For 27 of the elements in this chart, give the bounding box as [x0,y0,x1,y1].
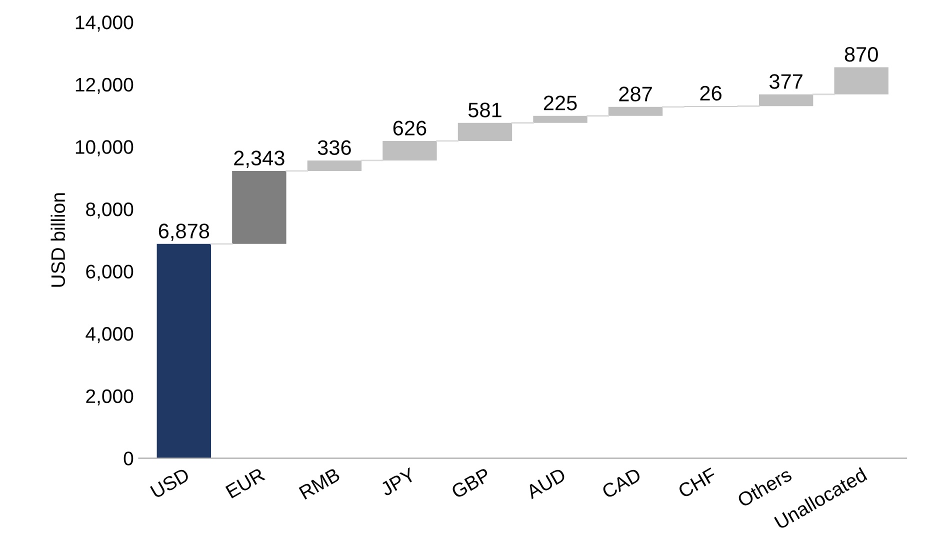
x-tick-label: AUD [525,468,567,500]
y-tick-label: 4,000 [86,327,134,344]
y-tick-label: 12,000 [76,78,134,94]
data-label: 6,878 [158,224,210,241]
x-tick-label: RMB [298,468,341,500]
x-tick-label: GBP [450,467,492,499]
x-tick-label: USD [150,467,190,499]
data-label: 626 [393,120,426,136]
data-label: 2,343 [234,150,284,168]
data-label: 287 [619,86,652,102]
y-tick-label: 8,000 [86,202,134,219]
data-label: 377 [769,74,802,89]
x-tick-label: CHF [677,467,718,498]
data-label: 581 [468,102,502,118]
y-tick-label: 6,000 [86,264,134,281]
x-tick-label: CAD [601,467,642,499]
data-label: 336 [318,140,351,155]
data-label: 26 [700,86,722,101]
data-label: 225 [544,96,577,110]
y-tick-label: 0 [124,452,134,466]
y-tick-label: 14,000 [76,16,134,32]
y-tick-label: 10,000 [76,140,134,156]
y-axis-title: USD billion [50,193,66,287]
x-tick-label: EUR [225,468,266,499]
data-label: 870 [844,47,878,62]
y-tick-label: 2,000 [86,389,134,406]
x-tick-label: JPY [379,467,416,497]
